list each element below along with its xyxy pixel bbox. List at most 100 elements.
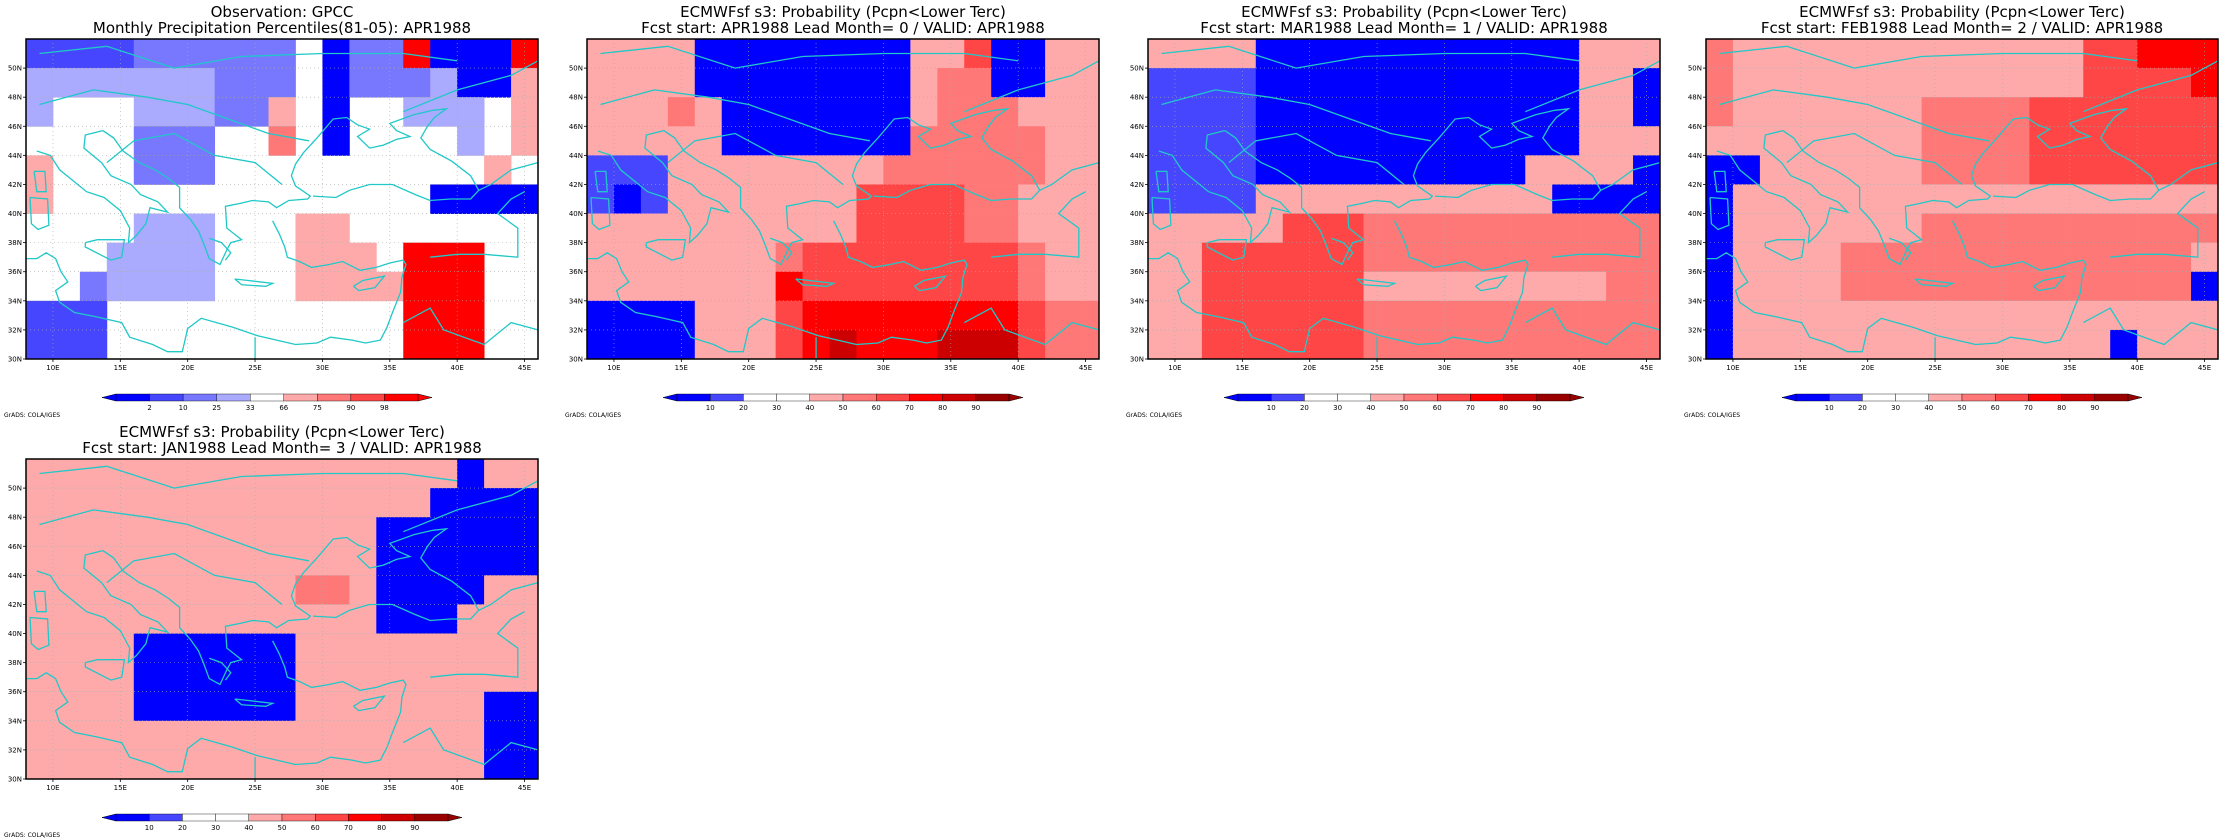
grid-cell <box>1174 242 1203 273</box>
grid-cell <box>79 300 108 331</box>
grid-cell <box>2191 213 2219 244</box>
grid-cell <box>1018 300 1046 331</box>
grid-cell <box>457 68 485 98</box>
colorbar-swatch <box>381 813 416 822</box>
grid-cell <box>1255 155 1284 185</box>
grid-cell <box>1471 213 1499 244</box>
panel-title-line2: Fcst start: FEB1988 Lead Month= 2 / VALI… <box>1760 19 2164 37</box>
grid-cell <box>403 68 431 98</box>
grid-cell <box>457 97 485 127</box>
grid-cell <box>883 329 911 360</box>
lon-tick-label: 15E <box>114 784 127 792</box>
grid-cell <box>1948 68 1976 98</box>
grid-cell <box>613 184 642 214</box>
lat-tick-label: 46N <box>1688 123 1702 131</box>
panel-title-line1: ECMWFsf s3: Probability (Pcpn<Lower Terc… <box>680 3 1006 21</box>
grid-cell <box>1045 68 1073 98</box>
grid-cell <box>295 575 323 605</box>
colorbar-label: 80 <box>1499 404 1508 412</box>
grid-cell <box>613 329 642 360</box>
grid-cell <box>1018 39 1046 69</box>
grid-cell <box>430 575 458 605</box>
grid-cell <box>1336 68 1364 98</box>
grid-cell <box>937 329 965 360</box>
colorbar-label: 20 <box>1300 404 1309 412</box>
grid-cell <box>2056 68 2084 98</box>
grid-cell <box>26 300 54 331</box>
grid-cell <box>829 242 857 273</box>
grid-cell <box>79 459 108 489</box>
grid-cell <box>1282 300 1311 331</box>
coastline <box>1786 132 1963 186</box>
grid-cell <box>856 126 884 156</box>
grid-cell <box>991 329 1019 360</box>
map-frame <box>25 458 539 780</box>
grid-cell <box>2056 213 2084 244</box>
grid-cell <box>1894 213 1922 244</box>
lat-tick-label: 36N <box>569 268 583 276</box>
grid-cell <box>295 242 323 273</box>
grid-cell <box>1813 329 1842 360</box>
coastline <box>587 220 968 353</box>
grid-cell <box>829 329 857 360</box>
lat-tick-label: 42N <box>1688 181 1702 189</box>
grid-cell <box>26 329 54 360</box>
lon-tick-label: 35E <box>383 364 396 372</box>
colorbar-label: 70 <box>344 824 353 832</box>
coastline <box>1782 107 2160 266</box>
grid-cell <box>2029 68 2057 98</box>
grid-cell <box>457 329 485 360</box>
lon-tick-label: 35E <box>944 364 957 372</box>
grid-cell <box>1417 213 1445 244</box>
grid-cell <box>1255 126 1284 156</box>
grid-cell <box>1174 155 1203 185</box>
grid-cell <box>937 68 965 98</box>
lat-tick-label: 42N <box>8 601 22 609</box>
grid-cell <box>79 329 108 360</box>
colorbar-swatch <box>1795 393 1830 402</box>
coastline <box>39 45 458 69</box>
grid-cell <box>1552 39 1580 69</box>
panel-title-line1: ECMWFsf s3: Probability (Pcpn<Lower Terc… <box>1241 3 1567 21</box>
lon-tick-label: 15E <box>1794 364 1807 372</box>
grid-cell <box>1417 242 1445 273</box>
grid-cell <box>430 691 458 722</box>
colorbar-label: 50 <box>1400 404 1409 412</box>
lon-tick-label: 40E <box>2130 364 2143 372</box>
lat-tick-label: 36N <box>8 268 22 276</box>
grid-cell <box>2164 126 2192 156</box>
grid-cell <box>694 300 723 331</box>
grid-cell <box>133 575 162 605</box>
colorbar-label: 10 <box>1267 404 1276 412</box>
grid-cell <box>964 329 992 360</box>
grid-cell <box>1201 271 1230 302</box>
grid-cell <box>1390 329 1418 360</box>
colorbar-label: 80 <box>2057 404 2066 412</box>
grid-cell <box>1174 39 1203 69</box>
colorbar-label: 90 <box>971 404 980 412</box>
grid-cell <box>1579 213 1607 244</box>
grid-cell <box>214 633 242 664</box>
grid-cell <box>1813 39 1842 69</box>
colorbar-swatch <box>1895 393 1929 402</box>
grid-cell <box>748 329 777 360</box>
grid-cell <box>322 691 350 722</box>
coastline <box>102 527 480 686</box>
grid-cell <box>106 691 135 722</box>
grid-cell <box>1732 213 1761 244</box>
grid-cell <box>2002 329 2030 360</box>
grid-cell <box>1606 97 1634 127</box>
grid-cell <box>1706 126 1734 156</box>
grid-cell <box>1072 271 1100 302</box>
grid-cell <box>268 691 296 722</box>
lat-tick-label: 46N <box>8 543 22 551</box>
grid-cell <box>1390 300 1418 331</box>
grid-cell <box>484 575 512 605</box>
coastline <box>26 220 407 353</box>
lat-tick-label: 48N <box>8 514 22 522</box>
lat-tick-label: 50N <box>8 485 22 493</box>
grid-cell <box>1867 184 1896 214</box>
coastline <box>600 89 871 142</box>
grid-cell <box>748 184 777 214</box>
grid-cell <box>79 39 108 69</box>
